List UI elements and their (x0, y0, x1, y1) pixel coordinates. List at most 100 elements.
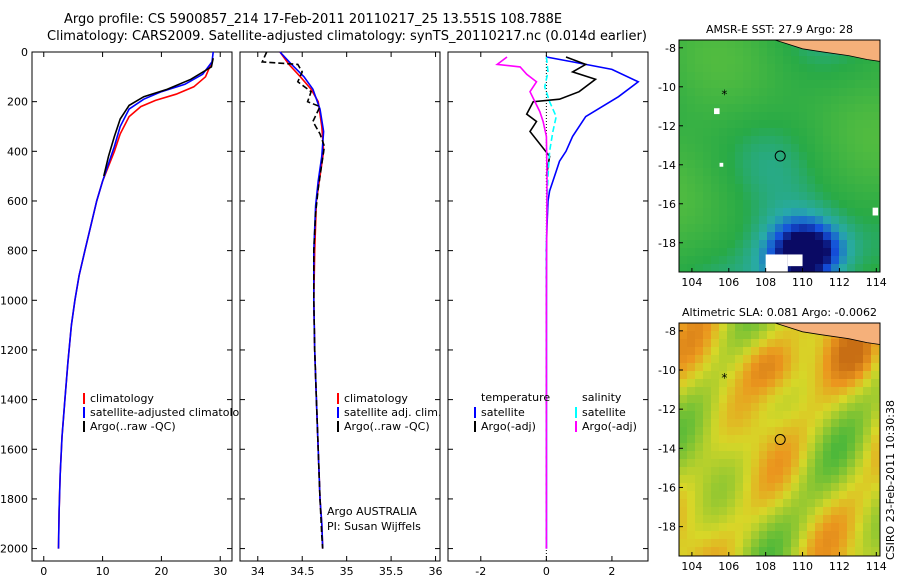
map-cell (703, 531, 711, 539)
map-cell (679, 208, 687, 216)
map-cell (727, 515, 735, 523)
map-cell (807, 331, 815, 339)
map-cell (711, 491, 719, 499)
map-cell (743, 48, 751, 56)
x-tick-label: 108 (755, 276, 776, 289)
map-cell (871, 96, 879, 104)
map-cell (695, 443, 703, 451)
map-cell (735, 200, 743, 208)
map-cell (743, 192, 751, 200)
map-cell (767, 248, 775, 256)
map-cell (679, 224, 687, 232)
map-cell (743, 176, 751, 184)
map-cell (751, 176, 759, 184)
map-cell (679, 248, 687, 256)
map-cell (735, 168, 743, 176)
map-cell (799, 483, 807, 491)
map-cell (695, 64, 703, 72)
map-cell (719, 208, 727, 216)
map-cell (735, 264, 743, 272)
map-cell (799, 443, 807, 451)
map-cell (863, 104, 871, 112)
map-cell (847, 355, 855, 363)
map-cell (863, 491, 871, 499)
map-cell (791, 64, 799, 72)
map-cell (831, 144, 839, 152)
map-cell (815, 120, 823, 128)
map-cell (831, 56, 839, 64)
map-cell (855, 208, 863, 216)
argo-location-marker (774, 434, 786, 446)
map-cell (823, 192, 831, 200)
map-cell (823, 539, 831, 547)
map-cell (863, 339, 871, 347)
map-title: AMSR-E SST: 27.9 Argo: 28 (706, 23, 853, 36)
x-tick-label: 35 (340, 565, 354, 578)
map-cell (855, 248, 863, 256)
y-tick-label: 1600 (0, 443, 28, 456)
map-cell (775, 72, 783, 80)
map-cell (807, 443, 815, 451)
map-cell (679, 176, 687, 184)
map-cell (719, 120, 727, 128)
map-cell (839, 168, 847, 176)
map-cell (847, 347, 855, 355)
map-cell (871, 256, 879, 264)
map-cell (783, 443, 791, 451)
map-cell (863, 443, 871, 451)
map-cell (751, 224, 759, 232)
y-tick-label: -14 (658, 159, 676, 172)
map-cell (687, 387, 695, 395)
map-cell (703, 48, 711, 56)
map-cell (679, 339, 687, 347)
map-cell (839, 419, 847, 427)
map-cell (743, 331, 751, 339)
map-cell (687, 435, 695, 443)
map-cell (719, 184, 727, 192)
map-cell (807, 483, 815, 491)
map-cell (711, 539, 719, 547)
map-cell (783, 331, 791, 339)
map-cell (791, 56, 799, 64)
map-cell (751, 403, 759, 411)
map-cell (831, 339, 839, 347)
map-cell (807, 499, 815, 507)
map-cell (807, 256, 815, 264)
map-cell (831, 136, 839, 144)
map-cell (775, 120, 783, 128)
map-cell (799, 491, 807, 499)
map-cell (727, 507, 735, 515)
map-cell (687, 200, 695, 208)
map-cell (783, 128, 791, 136)
map-cell (727, 200, 735, 208)
map-cell (703, 152, 711, 160)
map-cell (679, 411, 687, 419)
map-cell (735, 483, 743, 491)
map-cell (679, 387, 687, 395)
map-cell (703, 64, 711, 72)
map-cell (839, 379, 847, 387)
map-cell (799, 168, 807, 176)
map-cell (751, 339, 759, 347)
map-cell (719, 387, 727, 395)
map-cell (871, 451, 879, 459)
map-cell (815, 128, 823, 136)
y-tick-label: 1200 (0, 344, 28, 357)
map-cell (751, 104, 759, 112)
map-cell (759, 355, 767, 363)
map-cell (807, 387, 815, 395)
map-cell (831, 403, 839, 411)
map-cell (759, 56, 767, 64)
map-cell (727, 264, 735, 272)
map-cell (759, 427, 767, 435)
map-cell (711, 160, 719, 168)
map-cell (791, 168, 799, 176)
map-cell (791, 112, 799, 120)
map-cell (855, 507, 863, 515)
map-cell (855, 523, 863, 531)
map-cell (695, 136, 703, 144)
x-tick-label: 0 (40, 565, 47, 578)
map-cell (783, 411, 791, 419)
map-cell (711, 395, 719, 403)
map-cell (743, 459, 751, 467)
